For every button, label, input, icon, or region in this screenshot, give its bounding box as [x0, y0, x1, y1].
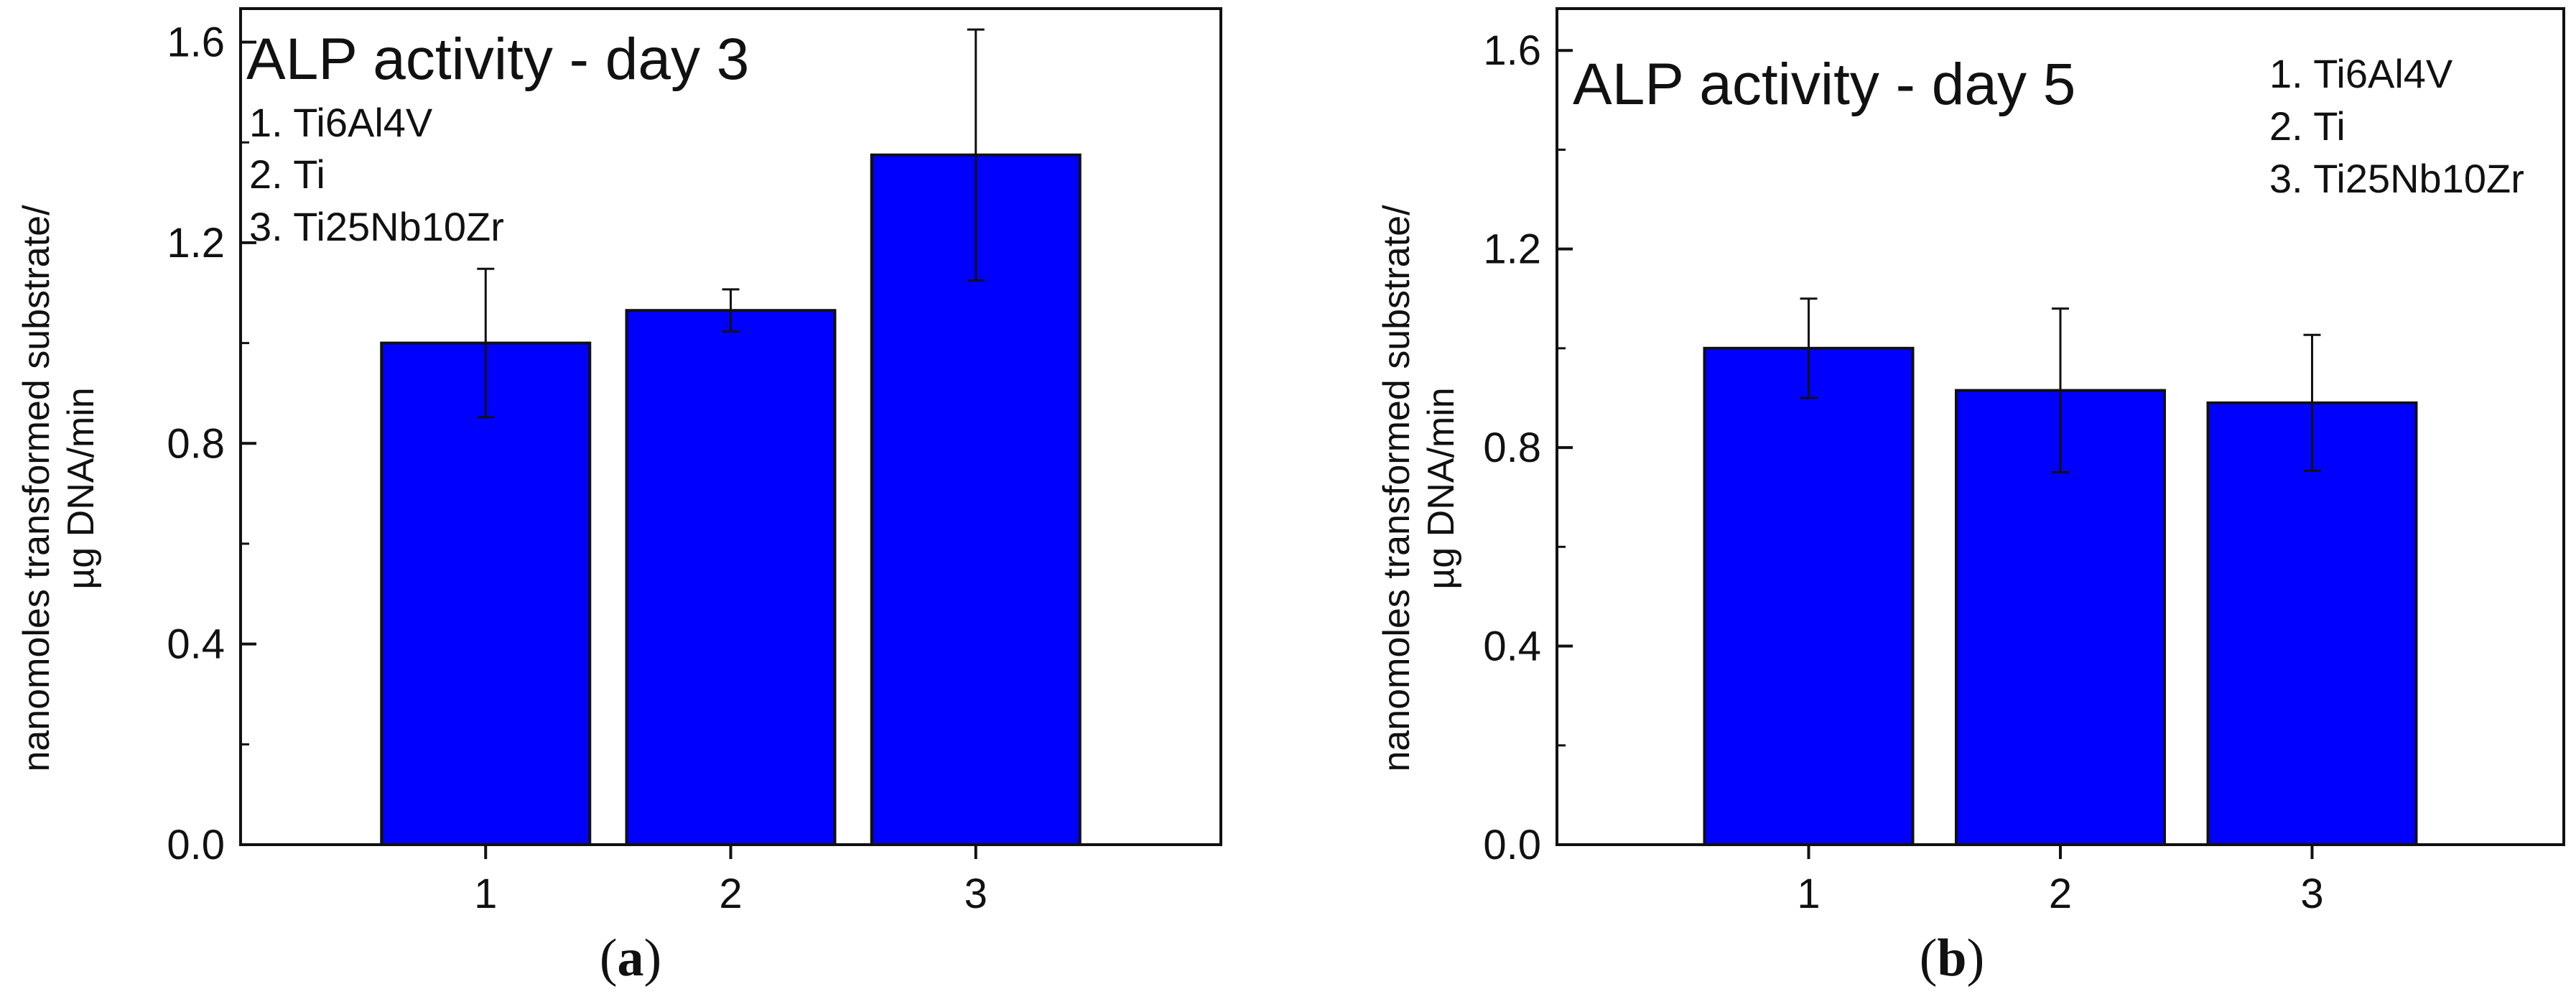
- y-axis-label: nanomoles transformed substrate/ µg DNA/…: [16, 205, 102, 772]
- error-bar-2: [2052, 307, 2069, 474]
- legend-item: 1. Ti6Al4V: [249, 100, 433, 145]
- x-axis-ticks: 1 2 3: [474, 845, 987, 917]
- panel-a: nanomoles transformed substrate/ µg DNA/…: [16, 7, 1222, 988]
- error-bars: [1800, 297, 2321, 474]
- y-tick-label: 1.6: [1483, 27, 1541, 74]
- x-tick-label: 3: [2300, 871, 2323, 917]
- y-tick-label: 1.6: [167, 19, 225, 66]
- x-tick-label: 2: [719, 871, 742, 917]
- legend-item: 2. Ti: [249, 152, 325, 197]
- x-axis-ticks: 1 2 3: [1797, 845, 2324, 917]
- y-axis-label-line1: nanomoles transformed substrate/: [16, 205, 57, 772]
- legend-item: 2. Ti: [2269, 103, 2345, 149]
- y-tick-label: 0.0: [1483, 822, 1541, 868]
- error-bar-1: [477, 267, 495, 419]
- x-tick-label: 2: [2049, 871, 2072, 917]
- chart-title: ALP activity - day 5: [1573, 52, 2075, 117]
- y-axis-ticks: 0.0 0.4 0.8 1.2 1.6: [1483, 27, 1573, 868]
- y-axis-label-line1: nanomoles transformed substrate/: [1376, 205, 1418, 772]
- y-tick-label: 0.8: [167, 420, 225, 467]
- legend: 1. Ti6Al4V 2. Ti 3. Ti25Nb10Zr: [249, 100, 504, 249]
- bar-3: [2206, 401, 2418, 846]
- panel-b: nanomoles transformed substrate/ µg DNA/…: [1376, 7, 2565, 988]
- x-tick-label: 1: [1797, 871, 1820, 917]
- x-tick-label: 3: [964, 871, 987, 917]
- y-tick-label: 0.4: [167, 621, 225, 668]
- bar-1: [380, 341, 592, 846]
- chart-title: ALP activity - day 3: [246, 27, 749, 92]
- panel-label: (a): [600, 929, 661, 988]
- error-bar-3: [967, 28, 985, 282]
- y-tick-label: 1.2: [1483, 226, 1541, 273]
- y-axis-label: nanomoles transformed substrate/ µg DNA/…: [1376, 205, 1462, 772]
- plot-frame: [239, 7, 1222, 846]
- legend-item: 1. Ti6Al4V: [2269, 51, 2453, 96]
- legend: 1. Ti6Al4V 2. Ti 3. Ti25Nb10Zr: [2269, 51, 2524, 201]
- panel-label: (b): [1920, 929, 1984, 988]
- bar-2: [625, 309, 837, 846]
- y-axis-ticks: 0.0 0.4 0.8 1.2 1.6: [167, 19, 256, 868]
- legend-item: 3. Ti25Nb10Zr: [249, 204, 504, 249]
- error-bars: [477, 28, 985, 419]
- y-tick-label: 0.8: [1483, 424, 1541, 471]
- plot-frame: [1556, 7, 2565, 846]
- error-bar-3: [2303, 333, 2321, 473]
- legend-item: 3. Ti25Nb10Zr: [2269, 156, 2524, 201]
- x-tick-label: 1: [474, 871, 497, 917]
- y-tick-label: 1.2: [167, 220, 225, 266]
- bar-1: [1703, 346, 1915, 846]
- error-bar-1: [1800, 297, 1818, 399]
- error-bar-2: [722, 288, 740, 333]
- y-tick-label: 0.0: [167, 822, 225, 868]
- y-axis-label-line2: µg DNA/min: [60, 387, 102, 589]
- y-tick-label: 0.4: [1483, 623, 1541, 670]
- y-axis-label-line2: µg DNA/min: [1420, 387, 1462, 589]
